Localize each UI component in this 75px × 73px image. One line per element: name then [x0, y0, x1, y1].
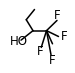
Text: F: F [49, 54, 56, 67]
Text: F: F [61, 30, 68, 43]
Text: F: F [54, 9, 60, 22]
Text: HO: HO [10, 35, 28, 48]
Text: F: F [36, 45, 43, 58]
